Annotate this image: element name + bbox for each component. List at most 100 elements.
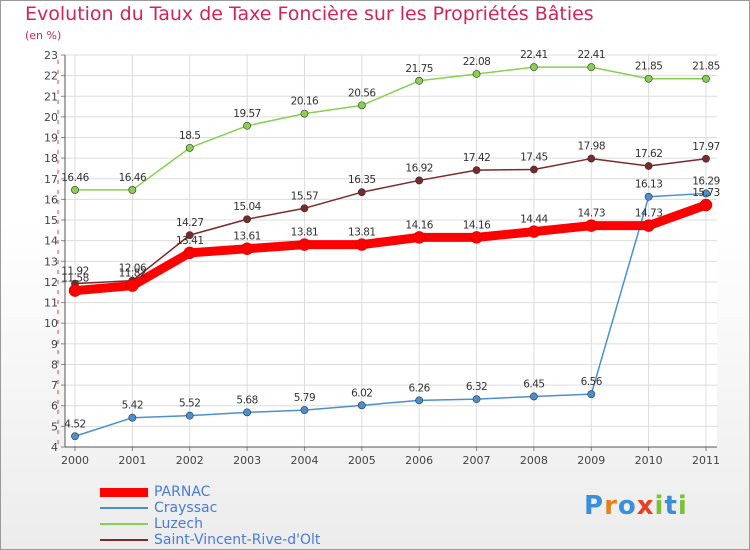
y-tick-label: 19 [44,132,58,145]
data-point [530,63,538,72]
legend-label: Saint-Vincent-Rive-d'Olt [154,532,321,548]
data-label: 11.82 [119,268,147,280]
data-label: 17.62 [635,148,663,160]
y-tick-label: 8 [51,358,58,371]
series-line-1 [74,192,707,438]
data-label: 12.06 [119,263,147,275]
data-label: 16.13 [635,179,663,191]
x-tick-label: 2007 [463,454,491,467]
x-tick-label: 2004 [290,454,318,467]
data-point [587,390,596,399]
data-point [300,109,309,118]
y-tick-label: 13 [44,255,58,268]
y-tick-label: 9 [51,338,58,351]
data-point [128,186,137,194]
data-point [298,238,311,251]
x-tick-label: 2010 [635,454,663,467]
data-point [243,121,251,130]
logo-letter: i [677,491,688,521]
legend-label: Crayssac [154,500,218,516]
data-label: 5.42 [122,400,143,412]
data-label: 16.46 [61,172,89,184]
data-point [472,395,481,404]
legend-item: Crayssac [100,500,320,516]
data-label: 6.45 [523,378,544,390]
data-point [183,246,196,260]
data-label: 16.29 [692,175,720,187]
data-point [644,162,653,170]
data-label: 22.08 [463,56,491,68]
data-point [357,101,366,110]
data-point [702,189,710,198]
proxiti-logo: Proxiti [584,491,688,521]
data-label: 14.16 [405,219,433,231]
data-point [587,63,596,72]
data-point [472,166,481,175]
data-label: 6.32 [466,381,487,393]
data-label: 18.5 [179,130,200,142]
x-tick-label: 2011 [692,454,720,467]
series-line-2 [74,66,707,191]
y-tick-label: 20 [44,111,58,124]
legend-item: Luzech [100,516,320,532]
data-label: 13.81 [348,227,376,239]
data-point [185,231,194,240]
legend-swatch [100,523,148,525]
plot-area [65,55,717,447]
logo-letter: r [604,491,618,521]
data-point [644,74,653,83]
x-tick-label: 2002 [176,454,204,467]
logo-letter: t [664,491,678,521]
data-point [243,408,251,417]
y-tick-label: 11 [44,297,58,310]
chart-unit-label: (en %) [25,29,62,42]
data-label: 15.73 [692,187,720,199]
chart-legend: PARNAC Crayssac Luzech Saint-Vincent-Rive-d… [100,484,320,548]
data-point [642,219,655,232]
data-point [128,413,137,422]
data-label: 20.16 [291,96,319,108]
data-label: 13.41 [176,235,204,247]
data-point [412,231,426,244]
data-label: 16.35 [348,174,376,186]
data-label: 17.97 [692,141,720,153]
y-tick-label: 23 [44,49,58,62]
data-label: 14.73 [635,208,663,220]
data-point [415,176,424,185]
data-point [530,165,538,174]
data-label: 15.04 [233,201,261,213]
y-tick-label: 22 [44,70,58,83]
x-tick-label: 2008 [520,454,548,467]
x-tick-label: 2003 [233,454,261,467]
y-tick-label: 18 [44,152,58,165]
legend-label: Luzech [154,516,203,532]
data-label: 11.92 [61,266,89,278]
data-point [644,192,653,201]
data-point [71,186,79,194]
data-point [470,231,483,244]
data-point [702,154,710,163]
logo-letter: x [636,491,655,521]
data-label: 14.16 [463,219,491,231]
y-tick-label: 16 [44,193,58,206]
data-point [185,143,194,152]
data-point [126,279,139,292]
logo-letter: P [584,491,605,521]
data-point [300,204,309,213]
data-point [702,74,710,83]
data-label: 21.75 [405,63,433,75]
data-point [699,198,713,212]
data-label: 6.02 [351,387,372,399]
x-tick-label: 2001 [118,454,146,467]
logo-letter: i [654,491,665,521]
data-label: 22.41 [520,49,548,61]
data-label: 17.45 [520,152,548,164]
data-point [357,188,366,197]
data-point [585,219,598,232]
data-label: 13.81 [291,227,319,239]
y-tick-label: 5 [51,420,58,433]
data-point [415,76,424,85]
data-label: 17.42 [463,152,491,164]
data-label: 14.27 [176,217,204,229]
